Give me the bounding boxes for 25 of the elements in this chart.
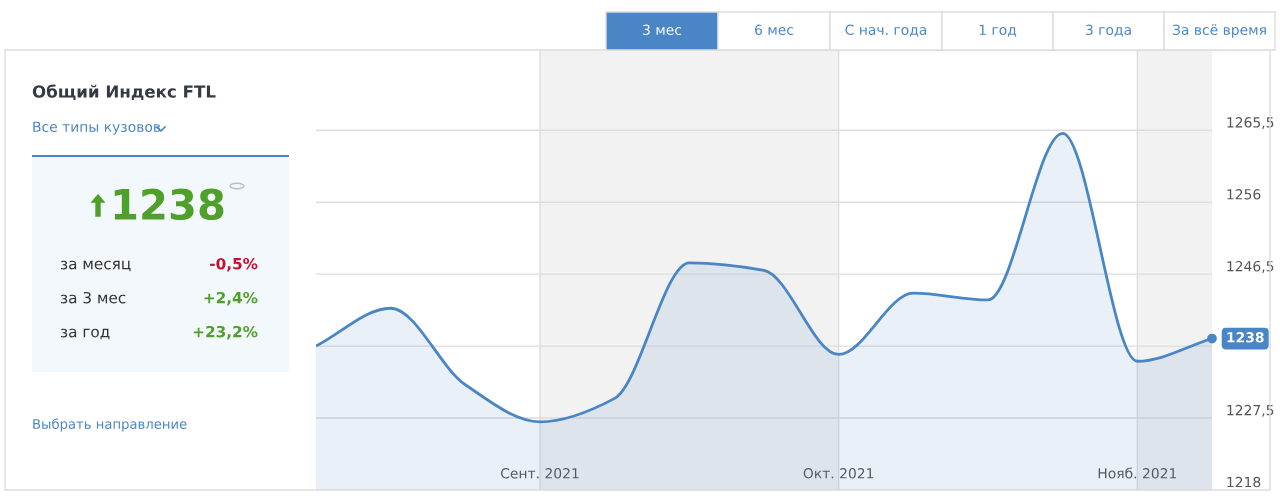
text: +2,4% (204, 291, 258, 306)
y-tick-label: 1227,5 (1227, 404, 1274, 417)
x-tick-label: Сент. 2021 (500, 468, 579, 479)
text: Выбрать направление (33, 418, 187, 432)
text: за месяц (60, 260, 131, 272)
x-tick-label: Нояб. 2021 (1098, 467, 1177, 479)
text: 3 года (1085, 24, 1131, 37)
text: +23,2% (193, 325, 258, 340)
y-tick-label: 1218 (1227, 476, 1261, 488)
text: за год (60, 328, 110, 340)
text: 3 мес (643, 24, 682, 36)
text: За всё время (1172, 24, 1266, 38)
text: С нач. года (845, 24, 927, 37)
text: за 3 мес (60, 291, 126, 304)
text: 1 год (979, 24, 1017, 37)
y-tick-label: 1246,5 (1227, 260, 1274, 273)
text: 6 мес (755, 24, 794, 36)
text: -0,5% (210, 257, 258, 272)
text: 1238 (114, 188, 224, 221)
data-label: 1238 (1227, 332, 1264, 343)
text: Общий Индекс FTL (32, 84, 216, 100)
x-tick-label: Окт. 2021 (803, 468, 874, 479)
text: Все типы кузовов (33, 121, 161, 135)
y-tick-label: 1265,5 (1227, 117, 1274, 129)
y-tick-label: 1256 (1227, 189, 1261, 200)
